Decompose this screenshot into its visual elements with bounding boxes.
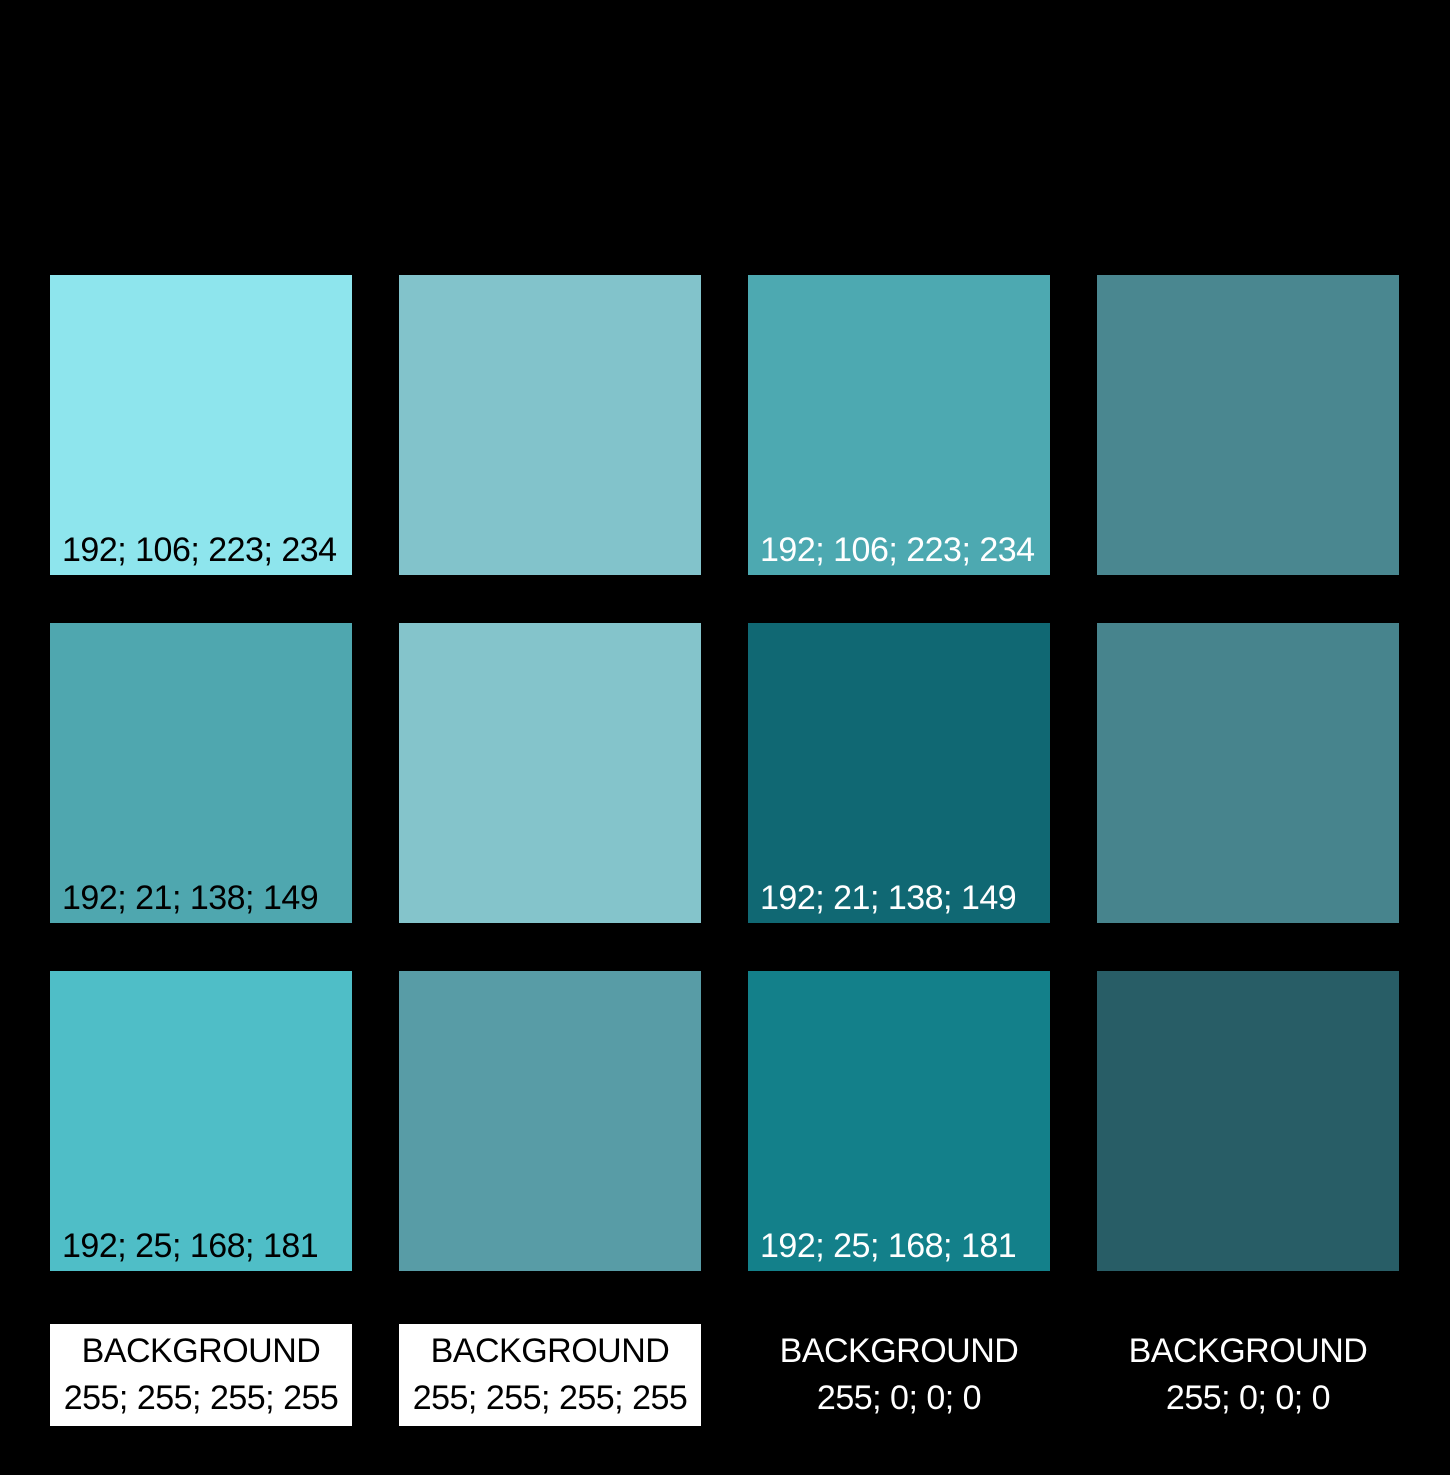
swatch-argb-label: 192; 106; 223; 234 [760, 531, 1035, 569]
swatch-row1-col2-on-white [399, 275, 701, 575]
background-label-col4: BACKGROUND 255; 0; 0; 0 [1097, 1324, 1399, 1426]
swatch-row3-col4-on-black [1097, 971, 1399, 1271]
swatch-argb-label: 192; 21; 138; 149 [760, 879, 1017, 917]
background-title: BACKGROUND [430, 1332, 670, 1370]
background-label-col3: BACKGROUND 255; 0; 0; 0 [748, 1324, 1050, 1426]
swatch-row2-col4-on-black [1097, 623, 1399, 923]
background-title: BACKGROUND [779, 1332, 1019, 1370]
background-argb-value: 255; 255; 255; 255 [63, 1379, 339, 1417]
swatch-argb-label: 192; 21; 138; 149 [62, 879, 319, 917]
background-label-col1: BACKGROUND 255; 255; 255; 255 [50, 1324, 352, 1426]
background-label-col2: BACKGROUND 255; 255; 255; 255 [399, 1324, 701, 1426]
background-argb-value: 255; 255; 255; 255 [412, 1379, 688, 1417]
background-argb-value: 255; 0; 0; 0 [816, 1379, 982, 1417]
swatch-row3-col1-on-white: 192; 25; 168; 181 [50, 971, 352, 1271]
swatch-row2-col2-on-white [399, 623, 701, 923]
swatch-row1-col4-on-black [1097, 275, 1399, 575]
swatch-row1-col1-on-white: 192; 106; 223; 234 [50, 275, 352, 575]
swatch-row2-col3-on-black: 192; 21; 138; 149 [748, 623, 1050, 923]
background-title: BACKGROUND [81, 1332, 321, 1370]
swatch-row1-col3-on-black: 192; 106; 223; 234 [748, 275, 1050, 575]
swatch-row3-col3-on-black: 192; 25; 168; 181 [748, 971, 1050, 1271]
swatch-argb-label: 192; 25; 168; 181 [62, 1227, 319, 1265]
swatch-row2-col1-on-white: 192; 21; 138; 149 [50, 623, 352, 923]
background-argb-value: 255; 0; 0; 0 [1165, 1379, 1331, 1417]
swatch-grid: 192; 106; 223; 234 192; 106; 223; 234 19… [50, 275, 1399, 1271]
swatch-argb-label: 192; 25; 168; 181 [760, 1227, 1017, 1265]
swatch-argb-label: 192; 106; 223; 234 [62, 531, 337, 569]
swatch-row3-col2-on-white [399, 971, 701, 1271]
background-title: BACKGROUND [1128, 1332, 1368, 1370]
background-legend-row: BACKGROUND 255; 255; 255; 255 BACKGROUND… [50, 1324, 1399, 1426]
